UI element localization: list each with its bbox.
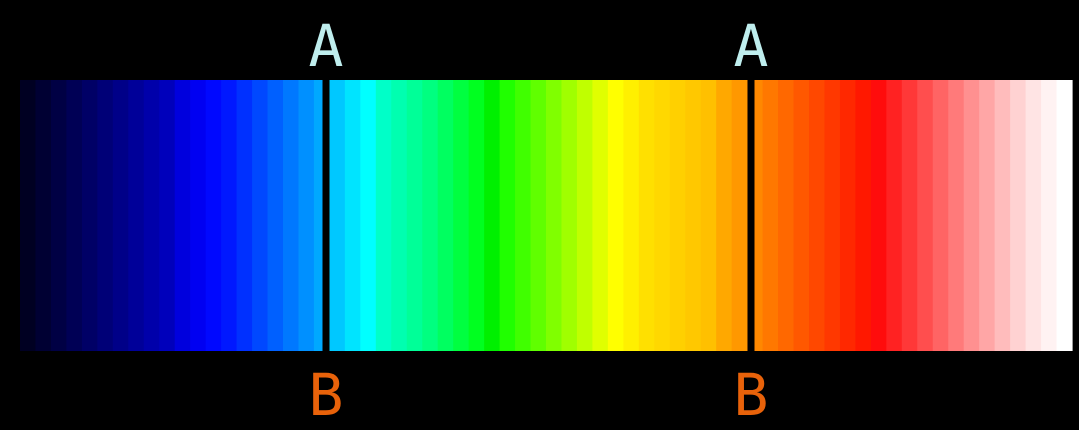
spectrum-band: [437, 80, 454, 351]
spectrum-band: [499, 80, 516, 351]
spectrum-band: [1010, 80, 1027, 351]
spectrum-band: [963, 80, 980, 351]
spectrum-band: [1056, 80, 1073, 351]
spectrum-band: [360, 80, 377, 351]
spectrum-band: [298, 80, 315, 351]
spectrum-band: [422, 80, 439, 351]
spectrum-band: [159, 80, 176, 351]
spectrum-band: [932, 80, 949, 351]
spectrum-band: [375, 80, 392, 351]
spectrum-band: [839, 80, 857, 351]
spectrum-band: [731, 80, 748, 351]
spectrum-band: [561, 80, 578, 351]
spectrum-band: [35, 80, 52, 351]
spectrum-band: [468, 80, 485, 351]
spectrum-band: [607, 80, 624, 351]
spectrum-band: [716, 80, 733, 351]
divider-line-1: [322, 76, 330, 355]
spectrum-band: [252, 80, 269, 351]
marker-2-bottom-label: B: [734, 361, 769, 429]
spectrum-band: [762, 80, 779, 351]
spectrum-band: [267, 80, 284, 351]
spectrum-band: [793, 80, 810, 351]
spectrum-band: [406, 80, 423, 351]
spectrum-band: [236, 80, 253, 351]
spectrum-band: [530, 80, 547, 351]
spectrum-band: [128, 80, 145, 351]
spectrum-band: [917, 80, 934, 351]
marker-1-top-label: A: [309, 12, 344, 80]
spectrum-band: [979, 80, 996, 351]
spectrum-band: [994, 80, 1011, 351]
spectrum-band: [174, 80, 191, 351]
spectrum-band: [205, 80, 222, 351]
spectrum-band: [669, 80, 686, 351]
spectrum-band: [484, 80, 501, 351]
spectrum-band: [1025, 80, 1042, 351]
spectrum-band: [870, 80, 887, 351]
spectrum-band: [901, 80, 918, 351]
spectrum-band: [50, 80, 68, 351]
spectrum-band: [654, 80, 671, 351]
spectrum-band: [623, 80, 640, 351]
spectrum-band: [112, 80, 129, 351]
spectrum-band: [576, 80, 594, 351]
marker-labels: A B A B: [309, 12, 769, 429]
spectrum-band: [700, 80, 717, 351]
spectrum-band: [855, 80, 872, 351]
spectrum-band: [283, 80, 300, 351]
spectrum-band: [221, 80, 238, 351]
spectrum-band: [515, 80, 532, 351]
spectrum-band: [824, 80, 841, 351]
spectrum-band: [344, 80, 361, 351]
spectrum-band: [66, 80, 83, 351]
spectrum-band: [638, 80, 655, 351]
spectrum-band: [809, 80, 826, 351]
marker-2-top-label: A: [734, 12, 769, 80]
spectrum-band: [391, 80, 408, 351]
color-spectrum-bar: [20, 80, 1073, 351]
spectrum-band: [685, 80, 702, 351]
spectrum-band: [886, 80, 903, 351]
spectrum-band: [97, 80, 114, 351]
spectrum-band: [948, 80, 965, 351]
spectrum-band: [1041, 80, 1058, 351]
marker-1-bottom-label: B: [309, 361, 344, 429]
divider-lines: [322, 76, 755, 355]
divider-line-2: [747, 76, 755, 355]
spectrum-band: [329, 80, 346, 351]
spectrum-band: [546, 80, 563, 351]
spectrum-band: [778, 80, 795, 351]
spectrum-band: [143, 80, 160, 351]
spectrum-band: [592, 80, 609, 351]
spectrum-band: [81, 80, 98, 351]
spectrum-band: [20, 80, 37, 351]
spectrum-band: [453, 80, 470, 351]
spectrum-band: [190, 80, 207, 351]
